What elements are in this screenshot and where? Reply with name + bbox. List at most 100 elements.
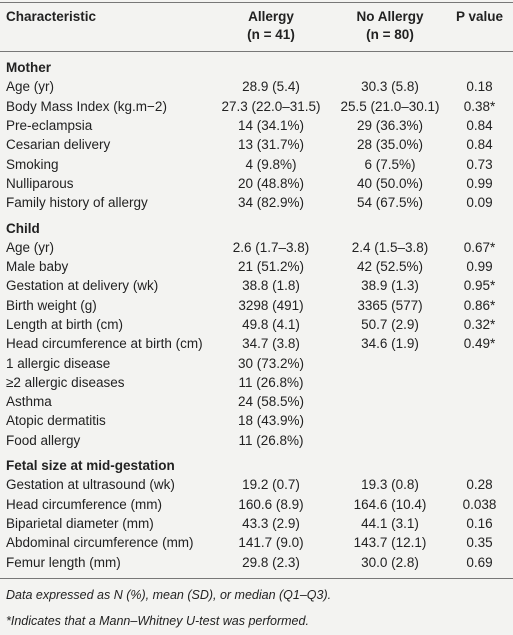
table-row: Biparietal diameter (mm) 43.3 (2.9) 44.1 (… xyxy=(0,514,513,533)
table-row: Gestation at ultrasound (wk) 19.2 (0.7) 19… xyxy=(0,475,513,494)
cell: 0.95* xyxy=(463,278,496,294)
cell: 0.16 xyxy=(466,515,493,531)
row-label: ≥2 allergic diseases xyxy=(6,374,125,390)
cell xyxy=(446,392,513,411)
cell: 0.32* xyxy=(463,317,496,332)
cell: 50.7 (2.9) xyxy=(361,317,419,332)
cell: 20 (48.8%) xyxy=(237,175,305,191)
cell: 2.4 (1.5–3.8) xyxy=(351,239,429,255)
cell: 0.35 xyxy=(466,535,493,551)
table-row: Abdominal circumference (mm) 141.7 (9.0) 1… xyxy=(0,533,513,552)
table-row: ≥2 allergic diseases 11 (26.8%) xyxy=(0,373,513,392)
row-label: Length at birth (cm) xyxy=(6,317,124,332)
table-row: Family history of allergy 34 (82.9%) 54 (6… xyxy=(0,193,513,212)
row-label: Pre-eclampsia xyxy=(6,118,93,134)
row-label: Body Mass Index (kg.m−2) xyxy=(6,98,167,114)
header-cell: (n = 80) xyxy=(334,25,446,52)
table-row: Body Mass Index (kg.m−2) 27.3 (22.0–31.5)… xyxy=(0,97,513,116)
cell xyxy=(334,431,446,450)
header-row: (n = 41) (n = 80) xyxy=(0,25,513,52)
cell: 25.5 (21.0–30.1) xyxy=(340,98,440,114)
section-title: Child xyxy=(6,220,40,236)
row-label: Gestation at delivery (wk) xyxy=(6,278,159,294)
cell: 0.73 xyxy=(466,156,493,172)
section-row: Mother xyxy=(0,52,513,78)
row-label: Age (yr) xyxy=(6,239,55,255)
cell: 30.0 (2.8) xyxy=(334,552,446,579)
table-row: Atopic dermatitis 18 (43.9%) xyxy=(0,411,513,430)
cell: 44.1 (3.1) xyxy=(361,515,419,531)
table-row: Birth weight (g) 3298 (491) 3365 (577) 0.86… xyxy=(0,296,513,315)
cell: 18 (43.9%) xyxy=(237,413,305,429)
cell: 0.99 xyxy=(466,259,493,275)
table-row: Head circumference at birth (cm) 34.7 (3.… xyxy=(0,334,513,353)
cell: 30 (73.2%) xyxy=(237,355,305,371)
cell: 54 (67.5%) xyxy=(356,195,424,211)
table-row: Nulliparous 20 (48.8%) 40 (50.0%) 0.99 xyxy=(0,174,513,193)
cell: 29 (36.3%) xyxy=(356,118,424,134)
table-row: Head circumference (mm) 160.6 (8.9) 164.6 … xyxy=(0,495,513,514)
table-row: Smoking 4 (9.8%) 6 (7.5%) 0.73 xyxy=(0,154,513,173)
row-label: Birth weight (g) xyxy=(6,297,97,313)
cell: 28 (35.0%) xyxy=(356,137,424,153)
header-cell: Allergy xyxy=(248,8,294,24)
footnote: Data expressed as N (%), mean (SD), or m… xyxy=(6,587,332,602)
header-row: Characteristic Allergy No Allergy P valu… xyxy=(0,3,513,26)
cell: 42 (52.5%) xyxy=(356,259,424,275)
cell: 11 (26.8%) xyxy=(238,432,304,448)
table-row: Male baby 21 (51.2%) 42 (52.5%) 0.99 xyxy=(0,257,513,276)
table-row: Age (yr) 2.6 (1.7–3.8) 2.4 (1.5–3.8) 0.67* xyxy=(0,238,513,257)
table-row: Pre-eclampsia 14 (34.1%) 29 (36.3%) 0.84 xyxy=(0,116,513,135)
cell xyxy=(334,392,446,411)
cell: 40 (50.0%) xyxy=(356,175,424,191)
cell: 0.86* xyxy=(463,297,496,313)
cell: 11 (26.8%) xyxy=(238,374,304,390)
table-row: Asthma 24 (58.5%) xyxy=(0,392,513,411)
cell: 14 (34.1%) xyxy=(237,118,305,134)
table-row: Food allergy 11 (26.8%) xyxy=(0,431,513,450)
cell: 38.9 (1.3) xyxy=(361,278,419,294)
cell: 3365 (577) xyxy=(357,297,423,313)
cell: 0.038 xyxy=(462,496,497,512)
cell xyxy=(334,411,446,430)
cell xyxy=(446,353,513,372)
cell: 0.99 xyxy=(466,175,493,191)
row-label: Cesarian delivery xyxy=(6,137,111,153)
row-label: Gestation at ultrasound (wk) xyxy=(6,477,175,493)
cell: 3298 (491) xyxy=(238,297,304,313)
table-row: Length at birth (cm) 49.8 (4.1) 50.7 (2.9)… xyxy=(0,315,513,334)
row-label: 1 allergic disease xyxy=(6,355,111,371)
section-row: Fetal size at mid-gestation xyxy=(0,450,513,475)
header-cell xyxy=(0,25,208,52)
cell: 27.3 (22.0–31.5) xyxy=(221,98,321,114)
cell: 29.8 (2.3) xyxy=(208,552,334,579)
cell: 4 (9.8%) xyxy=(245,156,297,172)
table-body: Mother Age (yr) 28.9 (5.4) 30.3 (5.8) 0.18 Bo… xyxy=(0,52,513,579)
cell: 0.18 xyxy=(466,79,493,95)
cell xyxy=(446,411,513,430)
cell: 0.69 xyxy=(446,552,513,579)
cell: 6 (7.5%) xyxy=(364,156,416,172)
cell: 0.84 xyxy=(466,118,493,134)
section-title: Fetal size at mid-gestation xyxy=(6,458,175,474)
cell: 34 (82.9%) xyxy=(237,195,305,211)
table-row: 1 allergic disease 30 (73.2%) xyxy=(0,353,513,372)
row-label: Head circumference at birth (cm) xyxy=(6,336,203,352)
cell: 164.6 (10.4) xyxy=(353,496,427,512)
cell: 19.2 (0.7) xyxy=(242,477,300,493)
table-row: Age (yr) 28.9 (5.4) 30.3 (5.8) 0.18 xyxy=(0,77,513,96)
table-row: Femur length (mm) 29.8 (2.3) 30.0 (2.8) 0.6… xyxy=(0,552,513,579)
cell xyxy=(334,373,446,392)
row-label: Asthma xyxy=(6,394,52,410)
cell: 143.7 (12.1) xyxy=(353,535,427,551)
section-title: Mother xyxy=(6,60,51,76)
cell: 141.7 (9.0) xyxy=(238,535,304,551)
table-header: Characteristic Allergy No Allergy P valu… xyxy=(0,2,513,52)
row-label: Food allergy xyxy=(6,432,81,448)
table-row: Gestation at delivery (wk) 38.8 (1.8) 38.9… xyxy=(0,276,513,295)
table-row: Cesarian delivery 13 (31.7%) 28 (35.0%) 0.8… xyxy=(0,135,513,154)
footnote: *Indicates that a Mann–Whitney U-test wa… xyxy=(6,613,309,628)
cell: 0.38* xyxy=(463,98,496,114)
cell: 34.7 (3.8) xyxy=(242,336,300,352)
